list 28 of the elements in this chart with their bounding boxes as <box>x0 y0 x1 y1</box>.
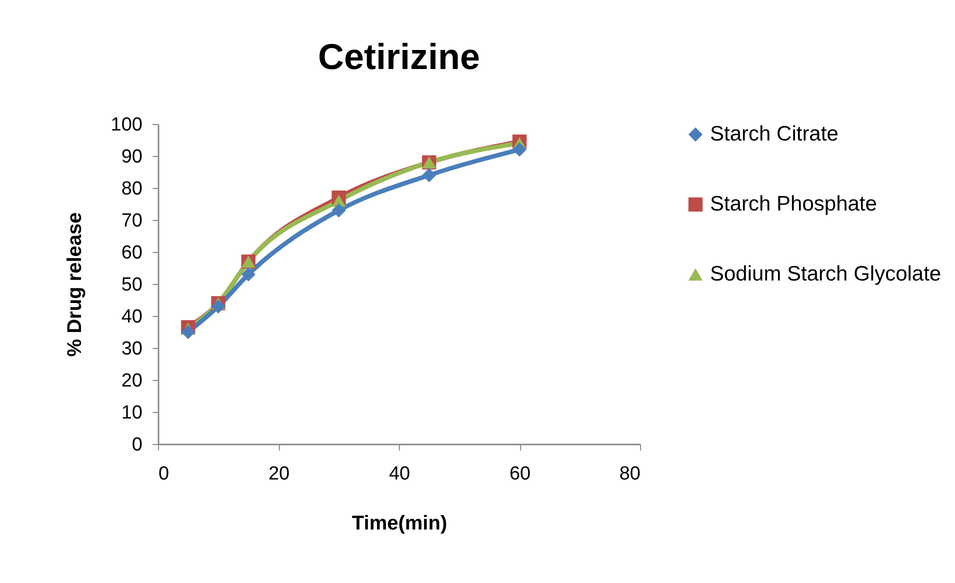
point <box>181 324 196 340</box>
x-tick-label: 60 <box>509 464 531 484</box>
y-tick-label: 10 <box>121 402 142 424</box>
y-tick-label: 30 <box>121 338 142 360</box>
y-tick-label: 60 <box>121 242 142 264</box>
x-tick-label: 20 <box>268 464 290 484</box>
y-axis-title: % Drug release <box>64 212 86 357</box>
x-tick-label: 0 <box>158 464 170 484</box>
point <box>422 168 436 182</box>
point <box>332 203 346 218</box>
chart-title: Cetirizine <box>318 36 480 77</box>
y-tick-label: 80 <box>121 178 142 200</box>
y-tick-label: 70 <box>121 210 142 232</box>
x-tick-label: 40 <box>388 464 410 484</box>
point <box>211 299 226 314</box>
point <box>241 267 256 282</box>
legend-label: Starch Citrate <box>710 122 838 146</box>
y-tick-label: 90 <box>121 146 142 168</box>
y-tick-label: 50 <box>121 274 142 296</box>
y-tick-label: 40 <box>121 306 142 328</box>
y-tick-label: 20 <box>121 370 142 392</box>
x-axis-title: Time(min) <box>352 512 448 534</box>
legend-label: Sodium Starch Glycolate <box>710 262 942 286</box>
y-tick-label: 100 <box>110 114 142 136</box>
x-tick-label: 80 <box>619 464 640 484</box>
legend-label: Starch Phosphate <box>710 192 877 216</box>
point <box>512 142 527 157</box>
y-tick-label: 0 <box>132 434 142 456</box>
